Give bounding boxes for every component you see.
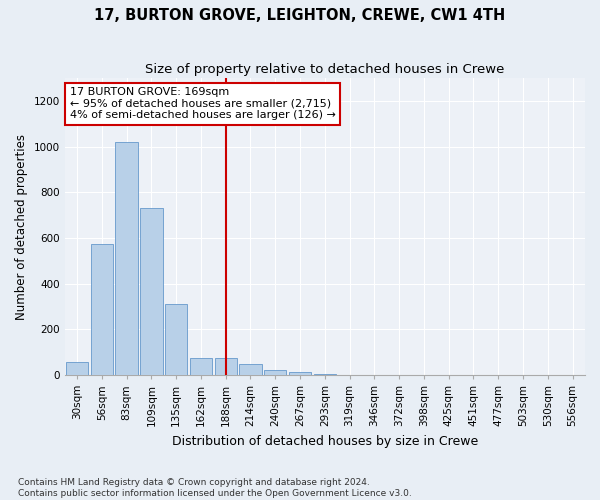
Bar xyxy=(91,244,113,375)
Bar xyxy=(190,358,212,375)
Bar xyxy=(215,358,237,375)
Bar xyxy=(115,142,138,375)
X-axis label: Distribution of detached houses by size in Crewe: Distribution of detached houses by size … xyxy=(172,434,478,448)
Bar xyxy=(165,304,187,375)
Bar xyxy=(239,364,262,375)
Bar xyxy=(314,374,336,375)
Bar xyxy=(66,362,88,375)
Title: Size of property relative to detached houses in Crewe: Size of property relative to detached ho… xyxy=(145,62,505,76)
Y-axis label: Number of detached properties: Number of detached properties xyxy=(15,134,28,320)
Text: Contains HM Land Registry data © Crown copyright and database right 2024.
Contai: Contains HM Land Registry data © Crown c… xyxy=(18,478,412,498)
Text: 17, BURTON GROVE, LEIGHTON, CREWE, CW1 4TH: 17, BURTON GROVE, LEIGHTON, CREWE, CW1 4… xyxy=(94,8,506,22)
Text: 17 BURTON GROVE: 169sqm
← 95% of detached houses are smaller (2,715)
4% of semi-: 17 BURTON GROVE: 169sqm ← 95% of detache… xyxy=(70,87,336,120)
Bar xyxy=(140,208,163,375)
Bar xyxy=(264,370,286,375)
Bar xyxy=(289,372,311,375)
